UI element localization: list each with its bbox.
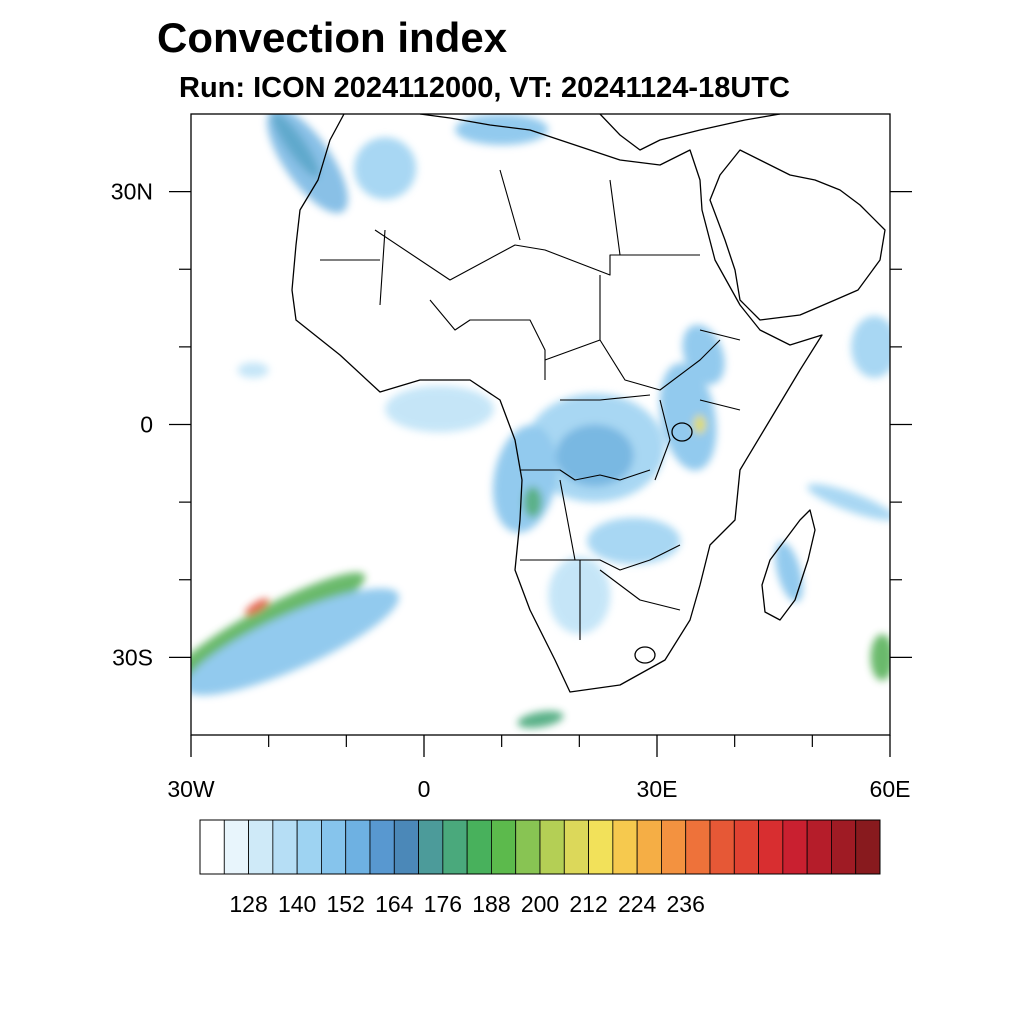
colorbar-swatch [758,819,784,875]
blob-south-atlantic-band-outer [191,588,399,696]
colorbar-swatch [733,819,759,875]
blob-gulf-of-guinea [385,385,494,433]
blob-east-africa-highlands [659,363,717,471]
colorbar-swatch [709,819,735,875]
y-tick-label: 30S [112,644,153,670]
colorbar: 128 140 152 164 176 188 200 212 224 236 [199,819,881,917]
colorbar-label: 236 [667,891,705,917]
x-tick-label: 0 [418,776,431,802]
blob-ethiopia [682,324,725,385]
colorbar-swatch [491,819,517,875]
blob-lake-victoria-core [693,415,706,434]
colorbar-swatch [442,819,468,875]
colorbar-swatch [563,819,589,875]
blob-indian-ocean-band [807,483,890,521]
blob-mediterranean [455,114,549,146]
blob-south-atlantic-core [244,598,270,616]
colorbar-label: 152 [327,891,365,917]
colorbar-label: 224 [618,891,657,917]
arabia-coastline [709,149,886,321]
colorbar-swatch [272,819,298,875]
colorbar-outline [199,819,881,875]
x-tick-label: 30W [167,776,215,802]
colorbar-swatch [661,819,687,875]
colorbar-label: 164 [375,891,414,917]
colorbar-swatch [248,819,274,875]
colorbar-swatch [345,819,371,875]
colorbar-swatch [199,819,225,875]
colorbar-swatch [515,819,541,875]
blob-south-of-cape [517,710,564,729]
x-tick-label: 60E [870,776,911,802]
africa-coastline [291,114,823,693]
colorbar-swatch [223,819,249,875]
colorbar-label: 140 [278,891,316,917]
y-tick-label: 0 [140,412,153,438]
axis-ticks: 30W 0 30E 60E 30N 0 30S [111,179,912,802]
colorbar-swatch [588,819,614,875]
colorbar-swatch [539,819,565,875]
colorbar-swatch [418,819,444,875]
colorbar-label: 188 [472,891,510,917]
colorbar-swatch [393,819,419,875]
colorbar-swatch [855,819,881,875]
lake-lesotho [634,646,656,664]
blob-madagascar [775,541,803,603]
run-subtitle: Run: ICON 2024112000, VT: 20241124-18UTC [179,72,790,104]
blob-angola-green [523,486,543,518]
blob-central-africa-core [556,424,634,487]
colorbar-swatch [806,819,832,875]
blob-north-atlantic-band-core [272,114,320,178]
y-tick-label: 30N [111,179,153,205]
blob-arabian-east [851,315,890,378]
colorbar-swatch [321,819,347,875]
blob-indian-ocean-east [870,634,890,681]
colorbar-label: 128 [229,891,267,917]
convection-field [191,114,890,729]
colorbar-label: 176 [424,891,462,917]
lake-victoria [671,422,693,442]
colorbar-swatch [296,819,322,875]
blob-namibia-botswana [548,556,611,635]
x-tick-label: 30E [637,776,678,802]
colorbar-swatch [636,819,662,875]
page-title: Convection index [157,14,508,61]
madagascar-coastline [761,509,816,621]
country-borders [320,169,741,640]
colorbar-label: 200 [521,891,559,917]
blob-atlantic-equatorial [237,362,269,378]
europe-coastline [599,114,781,151]
colorbar-swatch [782,819,808,875]
colorbar-swatch [369,819,395,875]
colorbar-swatch [831,819,857,875]
colorbar-swatch [685,819,711,875]
coastlines-and-borders [291,114,886,693]
colorbar-swatch [612,819,638,875]
blob-zambia [587,517,681,565]
colorbar-swatch [466,819,492,875]
blob-morocco-north [354,137,417,200]
colorbar-label: 212 [569,891,607,917]
